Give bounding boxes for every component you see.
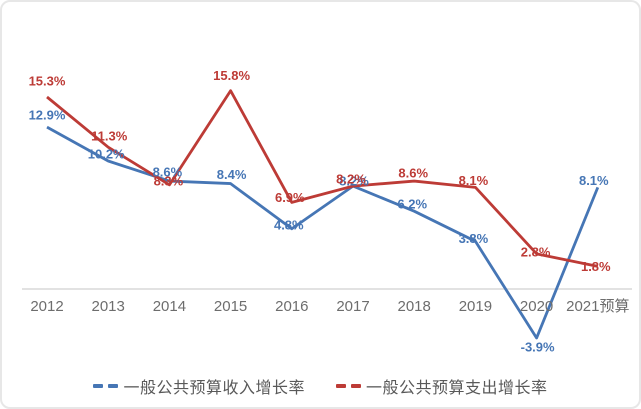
x-tick-2017: 2017 (336, 298, 369, 315)
x-tick-2016: 2016 (275, 298, 308, 315)
revenue-label-2021预算: 8.1% (579, 173, 609, 188)
x-tick-2019: 2019 (459, 298, 492, 315)
revenue-label-2016: 4.8% (274, 217, 304, 232)
revenue-label-2014: 8.6% (153, 165, 183, 180)
expenditure-legend-label: 一般公共预算支出增长率 (366, 380, 548, 397)
x-tick-2013: 2013 (92, 298, 125, 315)
revenue-label-2015: 8.4% (217, 167, 247, 182)
revenue-label-2020: -3.9% (521, 339, 555, 354)
x-tick-2012: 2012 (30, 298, 63, 315)
x-tick-2018: 2018 (398, 298, 431, 315)
expenditure-label-2014: 8.3% (154, 173, 184, 188)
legend-item-expenditure: 一般公共预算支出增长率 (336, 374, 548, 398)
expenditure-label-2016: 6.9% (275, 190, 305, 205)
expenditure-label-2015: 15.8% (213, 68, 250, 83)
revenue-legend-label: 一般公共预算收入增长率 (123, 380, 305, 397)
expenditure-label-2019: 8.1% (459, 173, 489, 188)
expenditure-dash-marker (336, 384, 361, 388)
revenue-label-2017: 8.2% (339, 174, 369, 189)
expenditure-label-2020: 2.8% (521, 244, 551, 259)
revenue-label-2012: 12.9% (29, 108, 66, 123)
revenue-label-2019: 3.8% (459, 231, 489, 246)
expenditure-label-2012: 15.3% (29, 73, 66, 88)
expenditure-line (46, 89, 599, 268)
expenditure-label-2018: 8.6% (398, 166, 428, 181)
revenue-dash-marker (93, 384, 119, 388)
expenditure-label-2021预算: 1.8% (581, 259, 611, 274)
revenue-label-2018: 6.2% (397, 197, 427, 212)
x-tick-2015: 2015 (214, 298, 247, 315)
chart-legend: 一般公共预算收入增长率 一般公共预算支出增长率 (2, 374, 639, 398)
legend-item-revenue: 一般公共预算收入增长率 (93, 374, 305, 398)
revenue-line (46, 125, 600, 340)
x-tick-2021预算: 2021预算 (566, 297, 629, 315)
expenditure-label-2013: 11.3% (91, 129, 128, 144)
expenditure-label-2017: 8.2% (336, 172, 366, 187)
x-tick-2020: 2020 (520, 298, 553, 315)
revenue-label-2013: 10.2% (88, 146, 125, 161)
x-tick-2014: 2014 (153, 298, 186, 315)
